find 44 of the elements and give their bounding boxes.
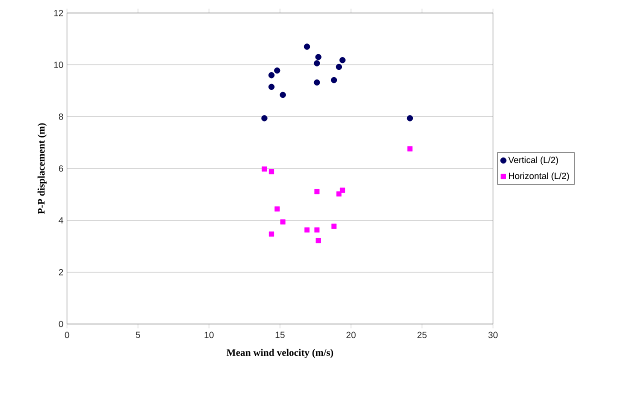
point: [407, 146, 413, 152]
x-tick-label: 20: [346, 332, 356, 338]
point: [331, 224, 337, 229]
x-tick-label: 30: [488, 332, 498, 338]
x-axis-title: Mean wind velocity (m/s): [226, 348, 334, 358]
point: [406, 115, 414, 122]
point: [339, 57, 346, 64]
x-tick-label: 15: [276, 332, 285, 338]
point: [330, 77, 338, 84]
point: [268, 231, 274, 237]
point: [336, 64, 342, 70]
y-tick-label: 10: [54, 62, 64, 68]
point: [280, 219, 286, 224]
x-tick-label: 10: [204, 332, 214, 338]
point: [274, 67, 280, 74]
point: [336, 191, 342, 196]
point: [316, 238, 321, 244]
point: [262, 166, 267, 172]
point: [268, 72, 275, 78]
point: [340, 188, 346, 193]
y-tick-label: 4: [58, 217, 64, 224]
point: [280, 92, 286, 98]
y-tick-label: 2: [58, 269, 64, 276]
legend-label: Vertical (L/2): [508, 156, 558, 165]
x-tick-label: 5: [136, 332, 140, 338]
point: [314, 188, 320, 194]
y-tick-label: 6: [58, 165, 64, 172]
point: [304, 227, 310, 233]
point: [268, 169, 274, 174]
point: [314, 227, 320, 233]
y-axis-title: P-P displacement (m): [38, 123, 47, 214]
y-tick-label: 12: [54, 10, 64, 16]
point: [314, 79, 320, 86]
point: [315, 54, 322, 60]
y-tick-label: 0: [58, 320, 64, 328]
y-tick-label: 8: [58, 113, 64, 120]
point: [314, 60, 320, 66]
point: [304, 44, 310, 50]
x-tick-label: 0: [64, 332, 70, 338]
legend-label: Horizontal (L/2): [508, 172, 569, 181]
x-tick-label: 25: [417, 332, 427, 338]
point: [261, 115, 268, 122]
point: [274, 206, 280, 212]
point: [268, 84, 275, 90]
